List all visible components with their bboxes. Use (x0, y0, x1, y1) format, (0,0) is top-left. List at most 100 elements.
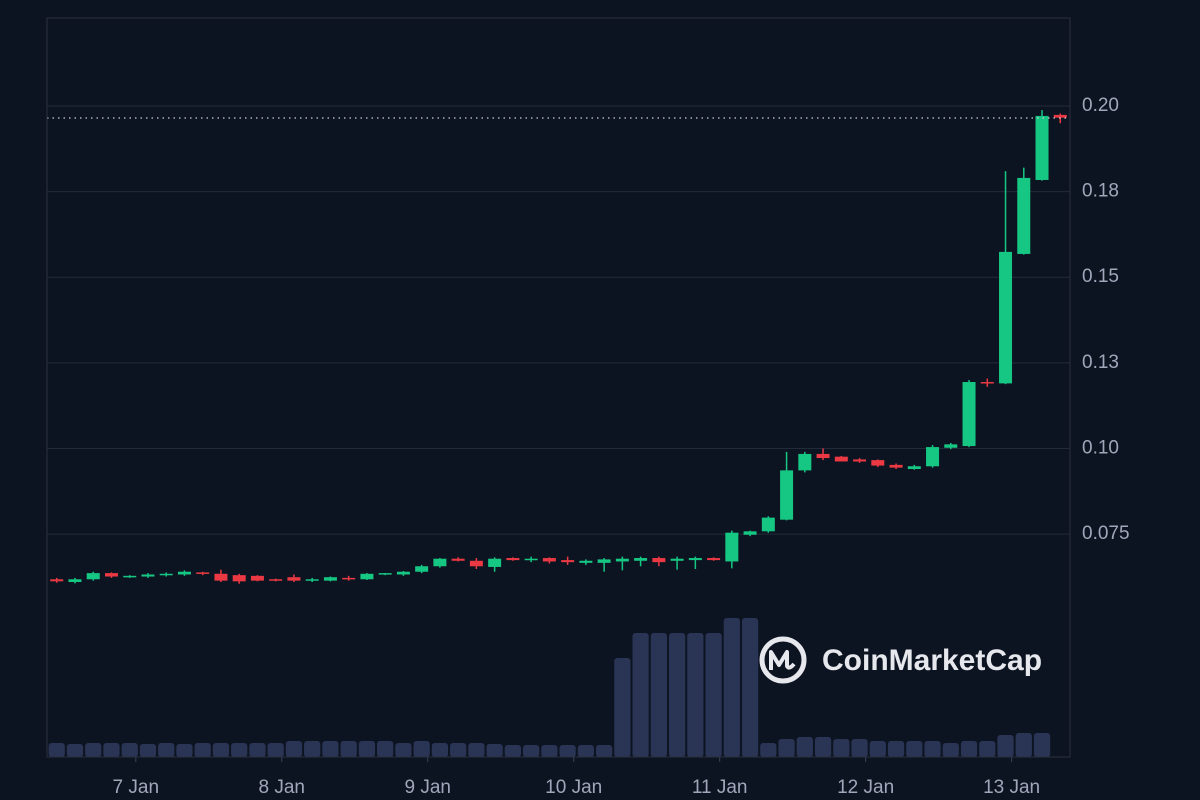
candle-body (597, 559, 611, 563)
candle-body (980, 382, 994, 384)
candle-body (469, 560, 483, 567)
y-tick-label: 0.20 (1082, 95, 1119, 116)
volume-bar (121, 743, 138, 757)
candle-body (177, 571, 191, 575)
candle-body (396, 571, 410, 575)
candle-body (1017, 177, 1031, 254)
candle-body (287, 577, 301, 581)
x-tick-label: 12 Jan (837, 777, 894, 798)
volume-bar (979, 741, 996, 757)
x-tick-label: 9 Jan (404, 777, 450, 798)
logo-mark (769, 650, 796, 670)
volume-bar (395, 743, 412, 757)
candle-body (944, 444, 958, 448)
candle-body (962, 382, 976, 447)
candle-body (926, 447, 940, 467)
candle-body (323, 577, 337, 581)
x-tick-label: 11 Jan (692, 777, 748, 798)
candle-body (999, 251, 1013, 384)
candle-body (104, 573, 118, 577)
candle-body (232, 575, 246, 582)
candle-body (360, 573, 374, 580)
volume-bar (796, 737, 813, 757)
candle-body (707, 558, 721, 561)
candle-body (1053, 114, 1067, 118)
candle-body (889, 464, 903, 468)
candle-body (68, 579, 82, 583)
volume-bar (158, 743, 175, 757)
volume-bar (887, 741, 905, 757)
candle-body (871, 460, 885, 466)
volume-bar (413, 741, 430, 757)
candle-body (488, 558, 502, 567)
volume-bar (85, 743, 102, 757)
candle-body (269, 579, 283, 581)
volume-bar (1015, 733, 1032, 757)
candle-body (159, 573, 173, 576)
volume-bar (322, 741, 339, 757)
volume-bar (851, 739, 868, 757)
candle-body (798, 453, 812, 471)
volume-bar (814, 737, 832, 757)
candle-body (451, 558, 465, 561)
candle-body (615, 558, 629, 562)
volume-bar (778, 739, 795, 757)
x-tick-label: 13 Jan (983, 777, 1040, 798)
candle-body (342, 577, 356, 580)
volume-bar (468, 743, 485, 757)
volume-bar (650, 633, 667, 757)
volume-bar (249, 743, 266, 757)
candle-body (141, 574, 155, 577)
volume-bar (267, 743, 284, 757)
candle-body (305, 579, 319, 581)
volume-bar (450, 743, 467, 757)
candle-body (378, 573, 392, 575)
volume-bar (559, 745, 576, 757)
volume-bar (614, 658, 631, 757)
candle-body (1035, 115, 1049, 180)
watermark-text: CoinMarketCap (822, 644, 1042, 677)
y-tick-label: 0.18 (1082, 181, 1119, 202)
candle-body (214, 573, 228, 581)
volume-bar (942, 743, 959, 757)
volume-bar (304, 741, 321, 757)
volume-bar (869, 741, 886, 757)
y-tick-label: 0.13 (1082, 352, 1119, 373)
candle-body (86, 573, 100, 580)
candle-body (415, 566, 429, 572)
volume-bar (176, 744, 193, 757)
volume-bar (723, 618, 740, 757)
volume-bar (668, 633, 686, 757)
candle-body (743, 531, 757, 535)
candle-body (780, 470, 794, 520)
volume-bar (705, 633, 722, 757)
volume-bar (541, 745, 558, 757)
volume-bar (1033, 733, 1051, 757)
plot-border (46, 17, 1071, 758)
volume-bar (906, 741, 923, 757)
y-tick-label: 0.10 (1082, 437, 1119, 458)
candle-body (524, 558, 538, 561)
volume-bar (103, 743, 120, 757)
candle-body (196, 572, 210, 574)
volume-bar (960, 741, 978, 757)
candle-body (670, 558, 684, 561)
volume-bar (833, 739, 850, 757)
candle-body (652, 558, 666, 563)
candle-body (834, 456, 848, 462)
candle-body (561, 560, 575, 563)
candle-body (433, 558, 447, 567)
volume-bar (377, 741, 394, 757)
candle-body (250, 575, 264, 581)
volume-bar (285, 741, 303, 757)
volume-bar (997, 735, 1014, 757)
x-tick-label: 7 Jan (113, 777, 159, 798)
candle-body (50, 579, 64, 582)
volume-bar (340, 741, 357, 757)
volume-bar (632, 633, 649, 757)
candle-body (688, 558, 702, 561)
volume-bar (760, 743, 777, 757)
logo-ring (759, 636, 807, 684)
candle-body (579, 560, 593, 563)
candle-body (761, 517, 775, 532)
